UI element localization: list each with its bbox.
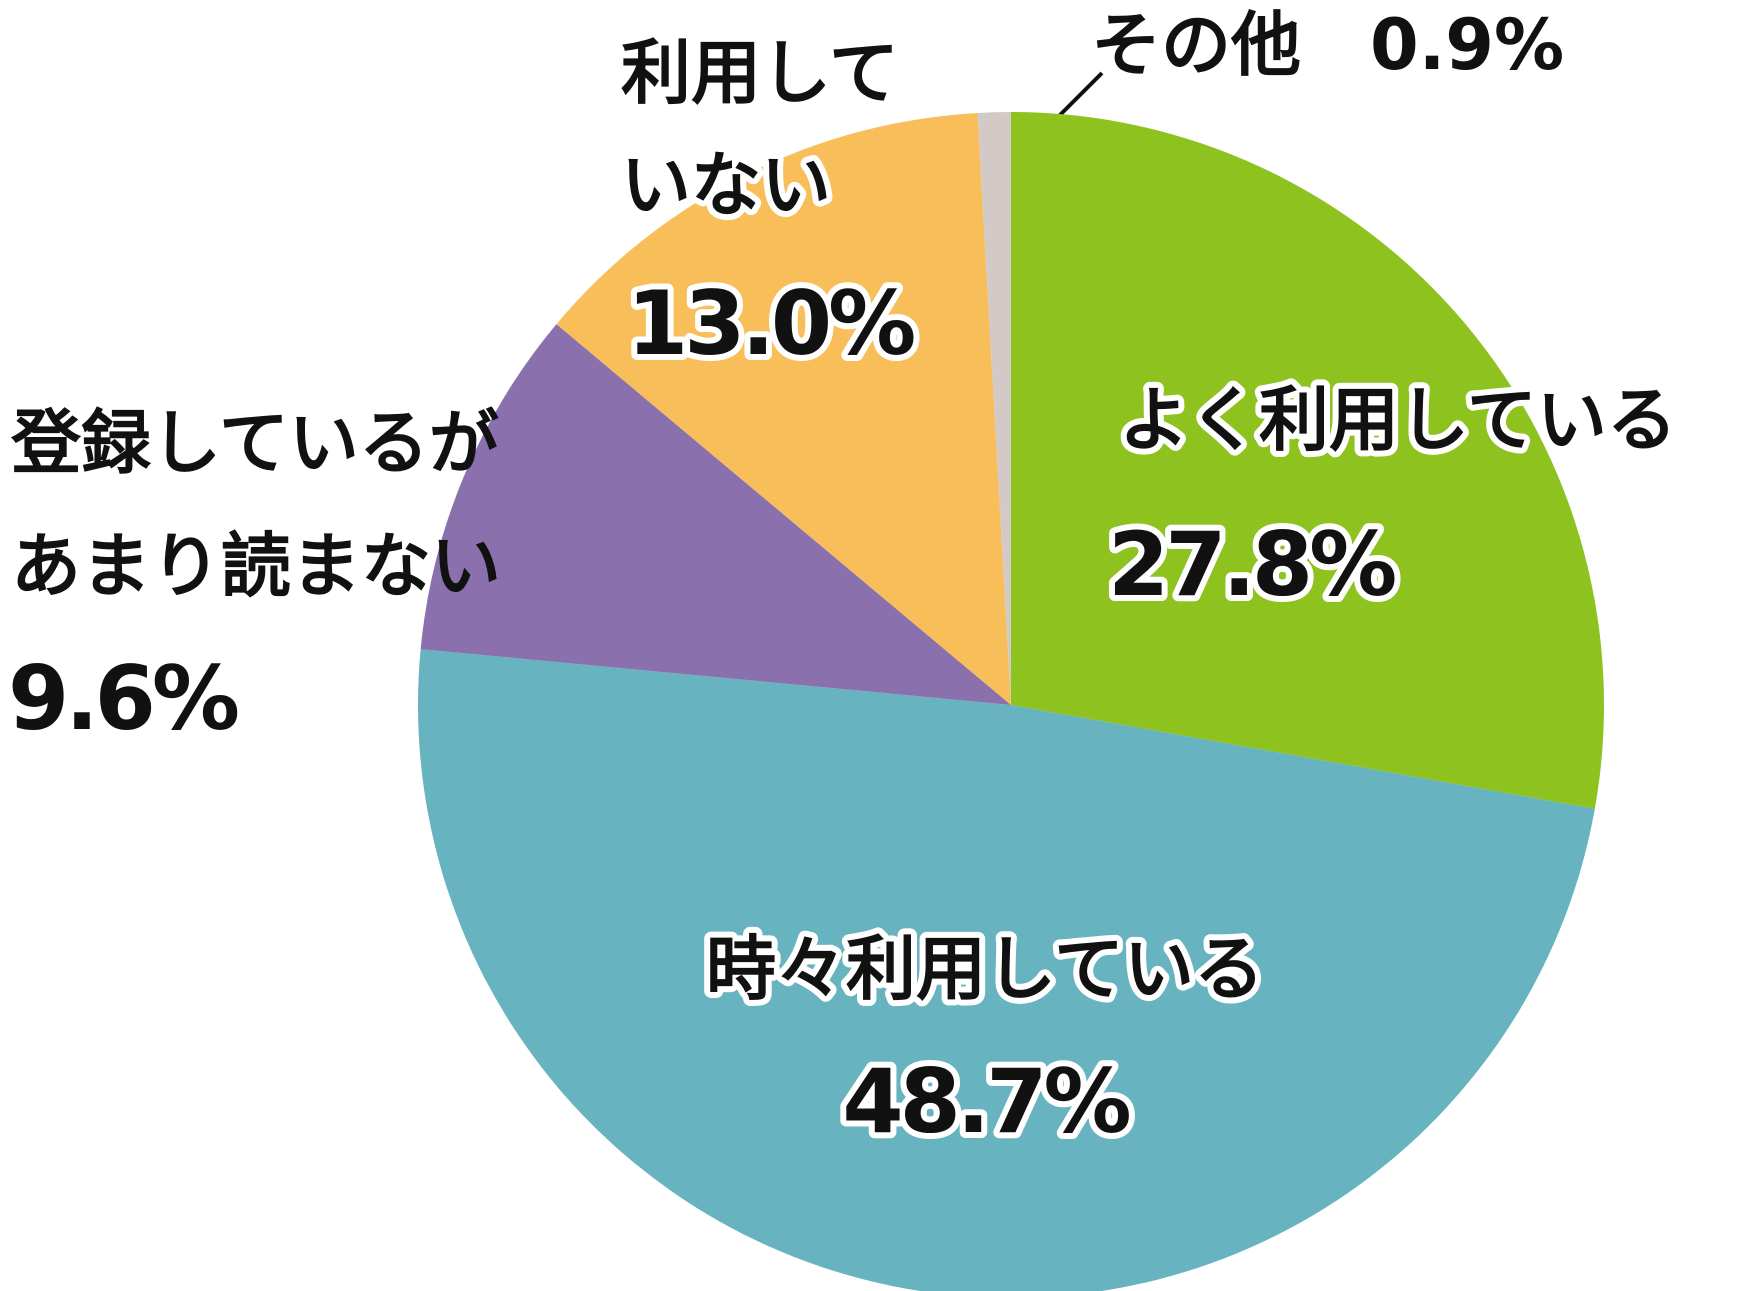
value-label: 13.0%	[627, 272, 914, 375]
value-label: 27.8%	[1108, 513, 1395, 616]
slice-label: よく利用している	[1119, 379, 1677, 461]
slice-label: いない	[621, 144, 831, 226]
slice-label: 登録しているが	[10, 402, 499, 484]
pie-slice	[556, 112, 1011, 706]
slice-label: 時々利用している	[706, 928, 1264, 1010]
pie-slice	[1011, 112, 1604, 809]
slice-label: あまり読まない	[11, 525, 501, 607]
value-label: 9.6%	[8, 647, 238, 750]
value-label: 48.7%	[842, 1050, 1129, 1153]
slice-label: 利用して	[621, 32, 899, 114]
pie-slice	[420, 324, 1012, 705]
pie-slice	[418, 649, 1595, 1291]
slice-label: その他	[1091, 4, 1301, 86]
pie-slice	[977, 112, 1011, 705]
value-label: 0.9%	[1370, 4, 1564, 86]
